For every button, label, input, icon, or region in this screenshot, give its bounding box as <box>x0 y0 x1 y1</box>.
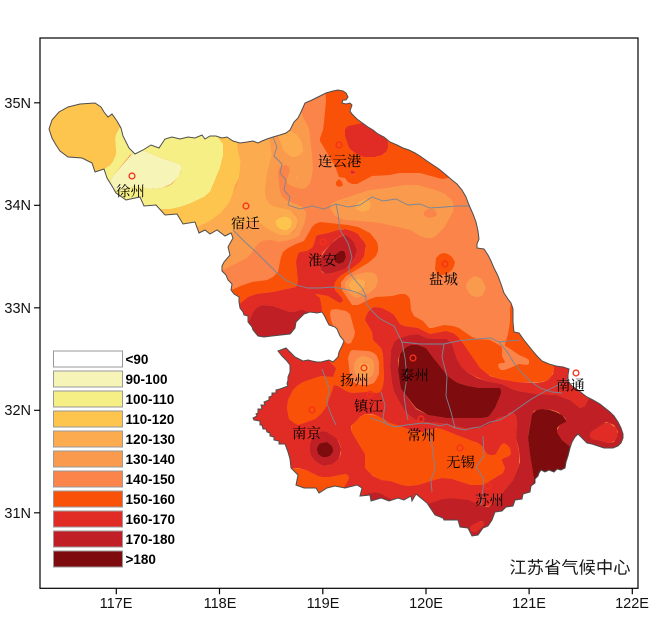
svg-text:122E: 122E <box>615 596 649 612</box>
svg-text:120E: 120E <box>409 596 443 612</box>
svg-text:34N: 34N <box>4 198 31 214</box>
svg-text:140-150: 140-150 <box>126 472 176 487</box>
svg-text:120-130: 120-130 <box>126 432 176 447</box>
svg-text:160-170: 160-170 <box>126 512 176 527</box>
svg-text:119E: 119E <box>307 596 340 612</box>
svg-text:117E: 117E <box>100 596 133 612</box>
svg-text:130-140: 130-140 <box>126 452 176 467</box>
svg-text:90-100: 90-100 <box>126 372 168 387</box>
svg-text:121E: 121E <box>512 596 546 612</box>
svg-text:170-180: 170-180 <box>126 532 176 547</box>
svg-text:<90: <90 <box>126 352 149 367</box>
svg-text:>180: >180 <box>126 552 156 567</box>
svg-text:31N: 31N <box>4 506 31 522</box>
svg-text:35N: 35N <box>4 96 31 112</box>
svg-text:100-110: 100-110 <box>126 392 175 407</box>
svg-text:32N: 32N <box>4 403 31 419</box>
svg-text:33N: 33N <box>4 301 31 317</box>
svg-text:118E: 118E <box>204 596 237 612</box>
svg-text:150-160: 150-160 <box>126 492 176 507</box>
svg-text:110-120: 110-120 <box>126 412 175 427</box>
